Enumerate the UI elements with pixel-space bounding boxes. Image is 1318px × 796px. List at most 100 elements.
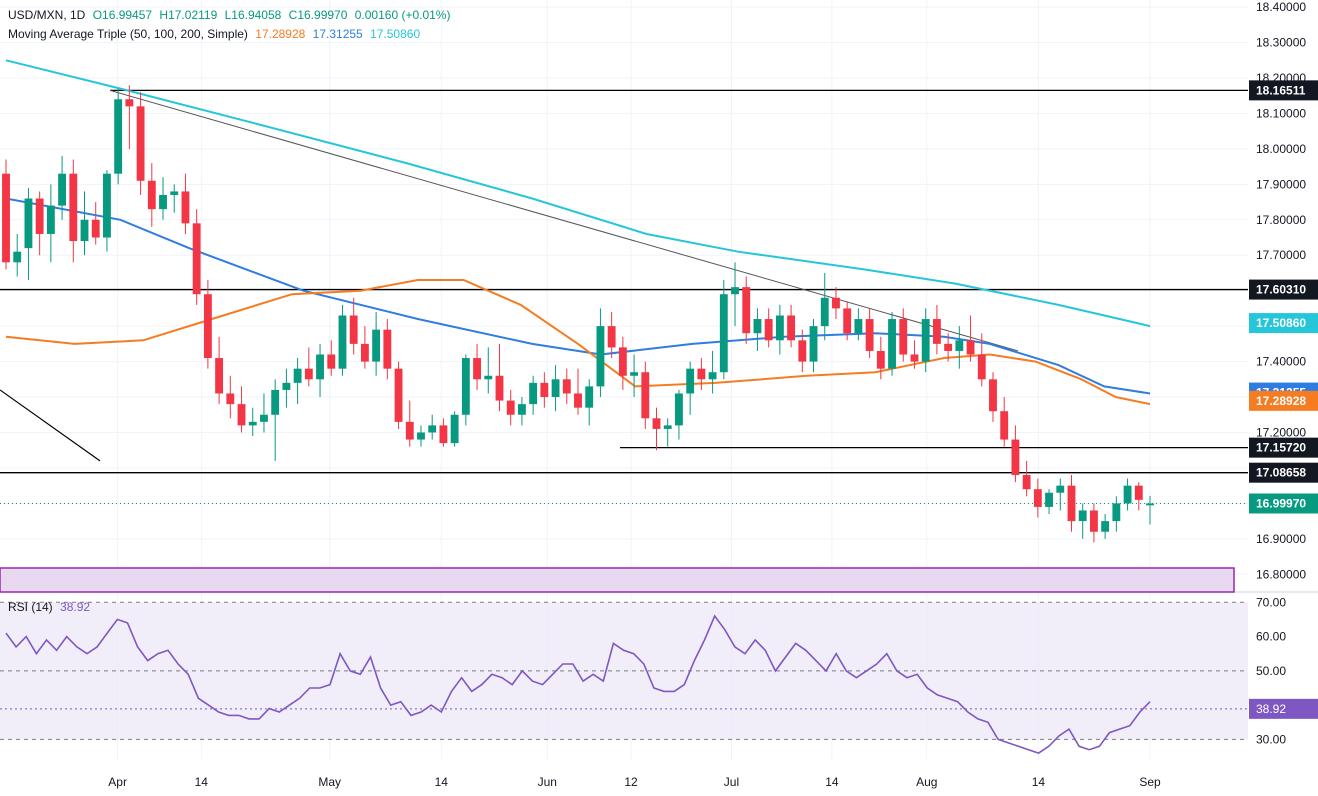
price-label-text: 17.50860: [1256, 316, 1306, 330]
candle-body: [820, 297, 829, 327]
time-tick-label: 12: [624, 775, 638, 789]
price-label-text: 16.99970: [1256, 496, 1306, 510]
candle-body: [832, 297, 840, 309]
candle-body: [372, 329, 381, 362]
price-label-badge: [1249, 462, 1318, 483]
price-label-text: 18.16511: [1256, 83, 1306, 97]
high-value: H17.02119: [159, 8, 218, 22]
symbol-label: USD/MXN, 1D: [8, 8, 86, 22]
price-label-text: 17.60310: [1256, 283, 1306, 297]
candle-body: [1033, 489, 1042, 507]
candle-body: [1123, 485, 1132, 504]
candle-body: [405, 421, 414, 440]
candle-body: [630, 372, 639, 376]
candle-body: [731, 287, 739, 295]
descending-trendline: [109, 89, 1019, 352]
candle-body: [989, 379, 997, 412]
candle-body: [697, 368, 706, 380]
price-label-badge: [1249, 279, 1318, 300]
price-label-badge: [1249, 80, 1318, 101]
candle-body: [125, 99, 134, 107]
candle-body: [787, 315, 796, 341]
support-zone: [0, 567, 1235, 593]
candle-body: [417, 432, 425, 440]
ma50-value: 17.28928: [255, 27, 306, 41]
candle-body: [80, 219, 89, 242]
candle-body: [540, 382, 549, 398]
low-value: L16.94058: [224, 8, 282, 22]
range-box: [0, 567, 1235, 593]
price-tick-label: 17.90000: [1256, 177, 1306, 191]
candle-body: [753, 319, 762, 334]
candle-body: [271, 389, 280, 415]
candle-body: [136, 106, 145, 181]
candle-body: [147, 180, 156, 210]
candle-body: [529, 382, 538, 405]
candle-body: [1146, 503, 1154, 506]
candle-body: [1056, 485, 1065, 493]
ma100-value: 17.31255: [312, 27, 363, 41]
candle-body: [585, 386, 594, 408]
rsi-legend: RSI (14) 38.92: [8, 600, 94, 614]
ma200-line: [5, 59, 1151, 328]
candle-body: [495, 375, 504, 401]
price-label-badge: [1249, 313, 1318, 334]
candle-body: [159, 194, 167, 210]
price-label-text: 17.08658: [1256, 466, 1306, 480]
rsi-legend-value: 38.92: [60, 600, 91, 614]
candle-body: [888, 319, 896, 369]
candle-body: [304, 368, 313, 380]
candle-body: [237, 404, 246, 426]
ma-title: Moving Average Triple (50, 100, 200, Sim…: [8, 27, 248, 41]
rsi-tick-label: 60.00: [1256, 630, 1286, 644]
ma200-value: 17.50860: [370, 27, 421, 41]
candle-body: [2, 173, 10, 263]
ma100-line: [5, 197, 1151, 395]
candle-body: [192, 223, 201, 295]
candle-body: [35, 198, 44, 234]
close-value: C16.99970: [288, 8, 348, 22]
time-tick-label: Aug: [916, 775, 937, 789]
price-tick-label: 17.40000: [1256, 355, 1306, 369]
open-value: O16.99457: [92, 8, 153, 22]
candle-body: [282, 382, 291, 390]
candle-body: [114, 99, 123, 174]
candle-body: [663, 425, 672, 429]
candle-body: [899, 319, 908, 355]
lower-trendline: [0, 389, 101, 462]
candle-body: [349, 315, 358, 344]
candle-body: [596, 326, 605, 387]
candle-body: [383, 329, 392, 369]
price-tick-label: 17.20000: [1256, 425, 1306, 439]
candle-body: [215, 358, 224, 394]
candle-body: [1000, 411, 1009, 440]
candle-body: [865, 319, 874, 351]
time-tick-label: Jul: [724, 775, 739, 789]
price-label-badge: [1249, 390, 1318, 411]
price-tick-label: 18.00000: [1256, 142, 1306, 156]
candle-body: [484, 375, 493, 380]
candle-body: [618, 347, 627, 376]
candle-body: [719, 294, 728, 373]
candle-body: [843, 308, 852, 334]
candle-body: [506, 400, 515, 415]
price-label-badge: [1249, 437, 1318, 458]
candle-body: [181, 191, 190, 224]
candle-body: [775, 315, 784, 341]
candle-body: [24, 198, 33, 249]
candle-body: [473, 358, 481, 380]
candle-body: [742, 287, 751, 334]
price-tick-label: 18.40000: [1256, 0, 1306, 14]
candle-body: [686, 368, 695, 394]
time-tick-label: May: [318, 775, 341, 789]
candle-body: [428, 425, 437, 433]
candle-body: [91, 219, 100, 238]
price-label-text: 17.15720: [1256, 441, 1306, 455]
candle-body: [1011, 439, 1020, 476]
candle-body: [641, 372, 650, 419]
candle-body: [574, 393, 582, 408]
time-tick-label: Apr: [108, 775, 127, 789]
rsi-title: RSI (14): [8, 600, 53, 614]
candlesticks: [2, 85, 1154, 543]
